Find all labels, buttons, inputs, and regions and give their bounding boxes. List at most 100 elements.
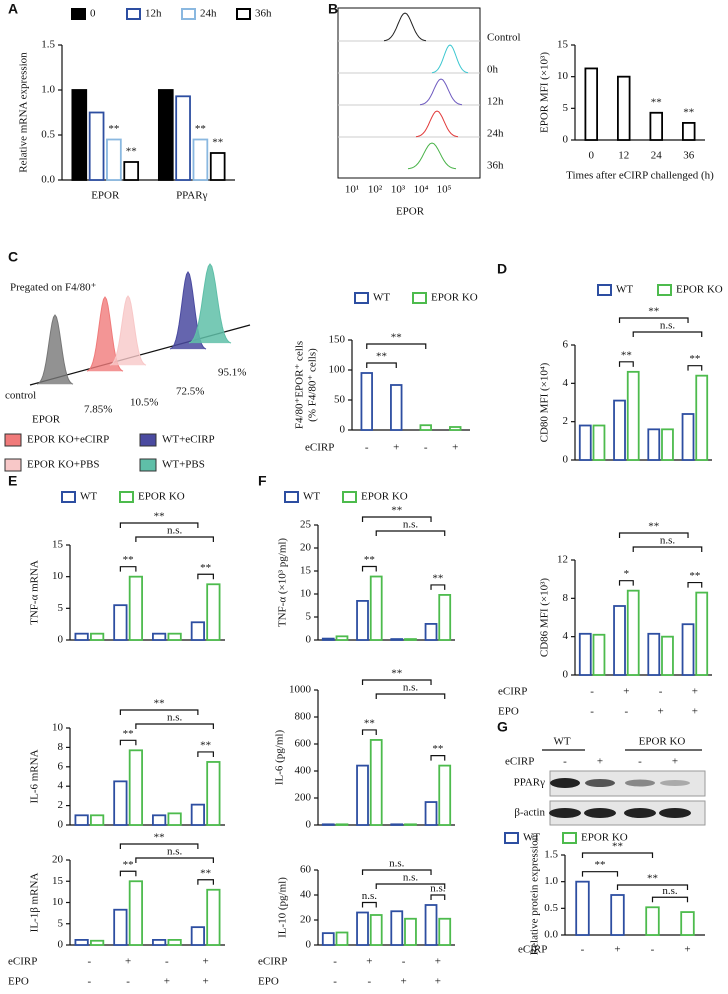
bar (592, 633, 606, 676)
flow-tick: 10⁵ (437, 184, 452, 196)
percent: 7.85% (84, 404, 112, 416)
bar (649, 111, 664, 141)
bar (167, 632, 182, 641)
y-tick-label: 0.0 (544, 929, 558, 941)
row-label: eCIRP (518, 944, 547, 956)
legend-swatch (562, 832, 577, 844)
y-tick-label: 12 (557, 554, 568, 566)
significance: n.s. (389, 858, 405, 870)
bracket (616, 884, 689, 890)
bar (128, 575, 143, 641)
significance: ** (689, 353, 700, 365)
legend-swatch (284, 491, 299, 503)
y-tick-label: 20 (52, 854, 64, 866)
blot-band (660, 780, 690, 786)
bar (695, 591, 709, 676)
flow-label: 36h (487, 160, 504, 172)
significance: ** (432, 572, 443, 584)
row-label: eCIRP (258, 956, 287, 968)
panel-letter: F (258, 473, 267, 489)
bar (113, 780, 128, 826)
row-value: - (581, 944, 585, 956)
bar (645, 906, 660, 936)
significance: ** (364, 717, 375, 729)
significance: n.s. (662, 885, 678, 897)
bracket (651, 896, 689, 903)
y-tick-label: 0.0 (41, 174, 55, 186)
bracket (375, 693, 446, 699)
bar (190, 803, 205, 826)
y-axis-label: Relative mRNA expression (18, 52, 30, 173)
significance: ** (200, 562, 211, 574)
legend-label: 36h (255, 8, 272, 20)
bracket (119, 739, 137, 746)
y-axis-label: EPOR MFI (×10³) (539, 52, 551, 133)
legend-swatch (139, 433, 157, 447)
panel-letter: E (8, 473, 17, 489)
bar (167, 939, 182, 946)
bracket (430, 894, 446, 900)
bar (404, 638, 417, 641)
y-tick-label: 1.0 (41, 84, 55, 96)
y-tick-label: 25 (300, 519, 312, 531)
flow-tick: 10⁴ (414, 184, 429, 196)
y-tick-label: 6 (563, 339, 569, 351)
bar (424, 904, 438, 946)
bar (128, 749, 143, 826)
bracket (119, 843, 199, 849)
bracket (375, 530, 446, 536)
bar (613, 399, 626, 461)
legend-swatch (504, 832, 519, 844)
bracket (375, 883, 446, 889)
bar (113, 908, 128, 946)
blot-band (584, 808, 616, 818)
flow-axis-label: EPOR (32, 414, 61, 426)
bar (369, 575, 383, 641)
bar (356, 600, 369, 641)
bracket (632, 546, 703, 552)
legend-label: WT+PBS (162, 459, 205, 471)
row-value: + (614, 944, 620, 956)
blot-sign: + (597, 756, 603, 768)
y-tick-label: 100 (329, 364, 346, 376)
bar (390, 823, 404, 826)
significance: n.s. (167, 846, 183, 858)
x-tick-label: 0 (589, 150, 595, 162)
bar (438, 594, 452, 641)
flow-curve (36, 314, 74, 385)
y-tick-label: 4 (58, 780, 64, 792)
bracket (361, 869, 432, 875)
blot-band (624, 808, 656, 818)
y-tick-label: 0 (58, 634, 64, 646)
legend-label: EPOR KO (581, 832, 628, 844)
y-axis-label: IL-6 mRNA (29, 749, 41, 803)
row-value: + (692, 686, 698, 698)
flow-curve (188, 263, 232, 344)
bar (167, 812, 182, 826)
legend-swatch (412, 292, 427, 304)
flow-curve (109, 295, 147, 366)
bar (647, 632, 661, 676)
bar (71, 89, 88, 181)
bracket (197, 573, 214, 580)
row-value: - (88, 956, 92, 968)
bar (321, 637, 335, 641)
y-tick-label: 0 (58, 819, 64, 831)
row-value: - (333, 956, 337, 968)
significance: ** (108, 123, 119, 135)
bracket (197, 751, 214, 757)
legend-label: WT (80, 491, 97, 503)
bar (438, 764, 452, 826)
row-value: + (366, 956, 372, 968)
bar (157, 89, 174, 181)
row-value: + (401, 976, 407, 988)
bar (613, 605, 626, 676)
bar (449, 426, 462, 431)
flow-curve (431, 44, 469, 74)
y-tick-label: 15 (52, 539, 64, 551)
row-value: + (692, 706, 698, 718)
bracket (366, 362, 397, 368)
bar (369, 914, 383, 946)
bar (90, 632, 105, 641)
